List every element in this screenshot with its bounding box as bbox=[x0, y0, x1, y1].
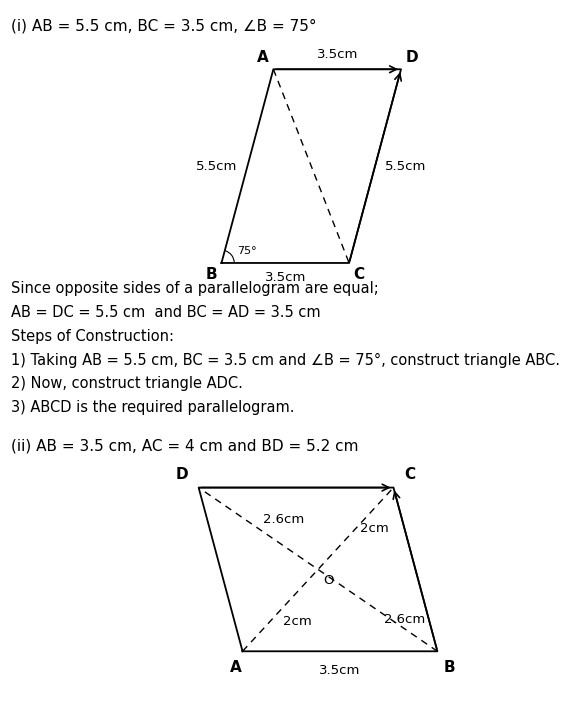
Text: B: B bbox=[206, 267, 217, 283]
Text: D: D bbox=[405, 50, 418, 65]
Text: C: C bbox=[354, 267, 364, 283]
Text: A: A bbox=[230, 659, 242, 675]
Text: Since opposite sides of a parallelogram are equal;: Since opposite sides of a parallelogram … bbox=[11, 281, 379, 296]
Text: C: C bbox=[405, 467, 416, 482]
Text: 2) Now, construct triangle ADC.: 2) Now, construct triangle ADC. bbox=[11, 376, 244, 392]
Text: 3.5cm: 3.5cm bbox=[319, 664, 360, 676]
Text: 2.6cm: 2.6cm bbox=[384, 613, 426, 626]
Text: A: A bbox=[257, 50, 269, 65]
Text: 3.5cm: 3.5cm bbox=[265, 271, 306, 284]
Text: 2.6cm: 2.6cm bbox=[263, 512, 304, 526]
Text: 75°: 75° bbox=[237, 247, 257, 257]
Text: 5.5cm: 5.5cm bbox=[385, 160, 427, 173]
Text: 5.5cm: 5.5cm bbox=[196, 160, 237, 173]
Text: AB = DC = 5.5 cm  and BC = AD = 3.5 cm: AB = DC = 5.5 cm and BC = AD = 3.5 cm bbox=[11, 305, 321, 320]
Text: (ii) AB = 3.5 cm, AC = 4 cm and BD = 5.2 cm: (ii) AB = 3.5 cm, AC = 4 cm and BD = 5.2… bbox=[11, 439, 359, 454]
Text: 1) Taking AB = 5.5 cm, BC = 3.5 cm and ∠B = 75°, construct triangle ABC.: 1) Taking AB = 5.5 cm, BC = 3.5 cm and ∠… bbox=[11, 353, 560, 368]
Text: 3) ABCD is the required parallelogram.: 3) ABCD is the required parallelogram. bbox=[11, 400, 295, 415]
Text: (i) AB = 5.5 cm, BC = 3.5 cm, ∠B = 75°: (i) AB = 5.5 cm, BC = 3.5 cm, ∠B = 75° bbox=[11, 19, 317, 34]
Text: O: O bbox=[324, 574, 334, 587]
Text: B: B bbox=[444, 659, 456, 675]
Text: 3.5cm: 3.5cm bbox=[316, 49, 358, 61]
Text: 2cm: 2cm bbox=[283, 615, 312, 628]
Text: Steps of Construction:: Steps of Construction: bbox=[11, 329, 174, 344]
Text: D: D bbox=[176, 467, 189, 482]
Text: 2cm: 2cm bbox=[360, 522, 389, 535]
